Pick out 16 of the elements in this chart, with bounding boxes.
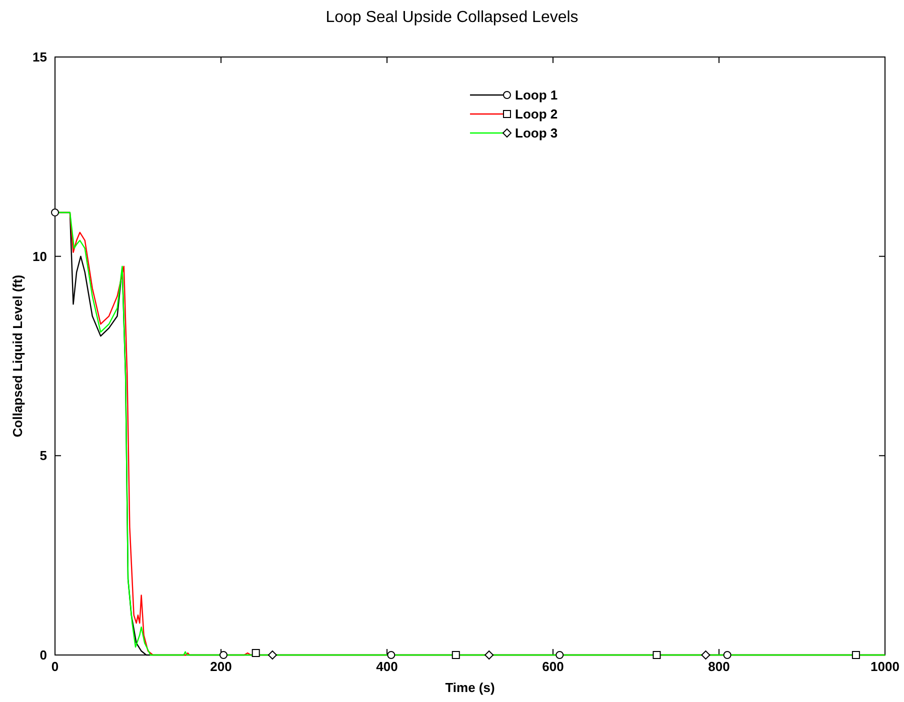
chart-title: Loop Seal Upside Collapsed Levels [326,9,578,26]
y-tick-label: 10 [32,248,47,264]
legend-label: Loop 2 [515,106,558,122]
y-tick-label: 15 [32,50,47,65]
x-tick-label: 200 [210,659,232,674]
x-tick-label: 400 [376,659,398,674]
x-tick-label: 600 [542,659,564,674]
y-tick-label: 5 [40,448,47,464]
legend-label: Loop 1 [515,88,558,103]
x-tick-label: 800 [708,659,730,674]
x-tick-label: 1000 [870,659,900,674]
x-tick-label: 0 [51,659,59,674]
legend-label: Loop 3 [515,126,558,141]
x-axis-title: Time (s) [445,680,495,695]
y-tick-label: 0 [40,648,47,663]
y-axis-title: Collapsed Liquid Level (ft) [10,274,25,438]
